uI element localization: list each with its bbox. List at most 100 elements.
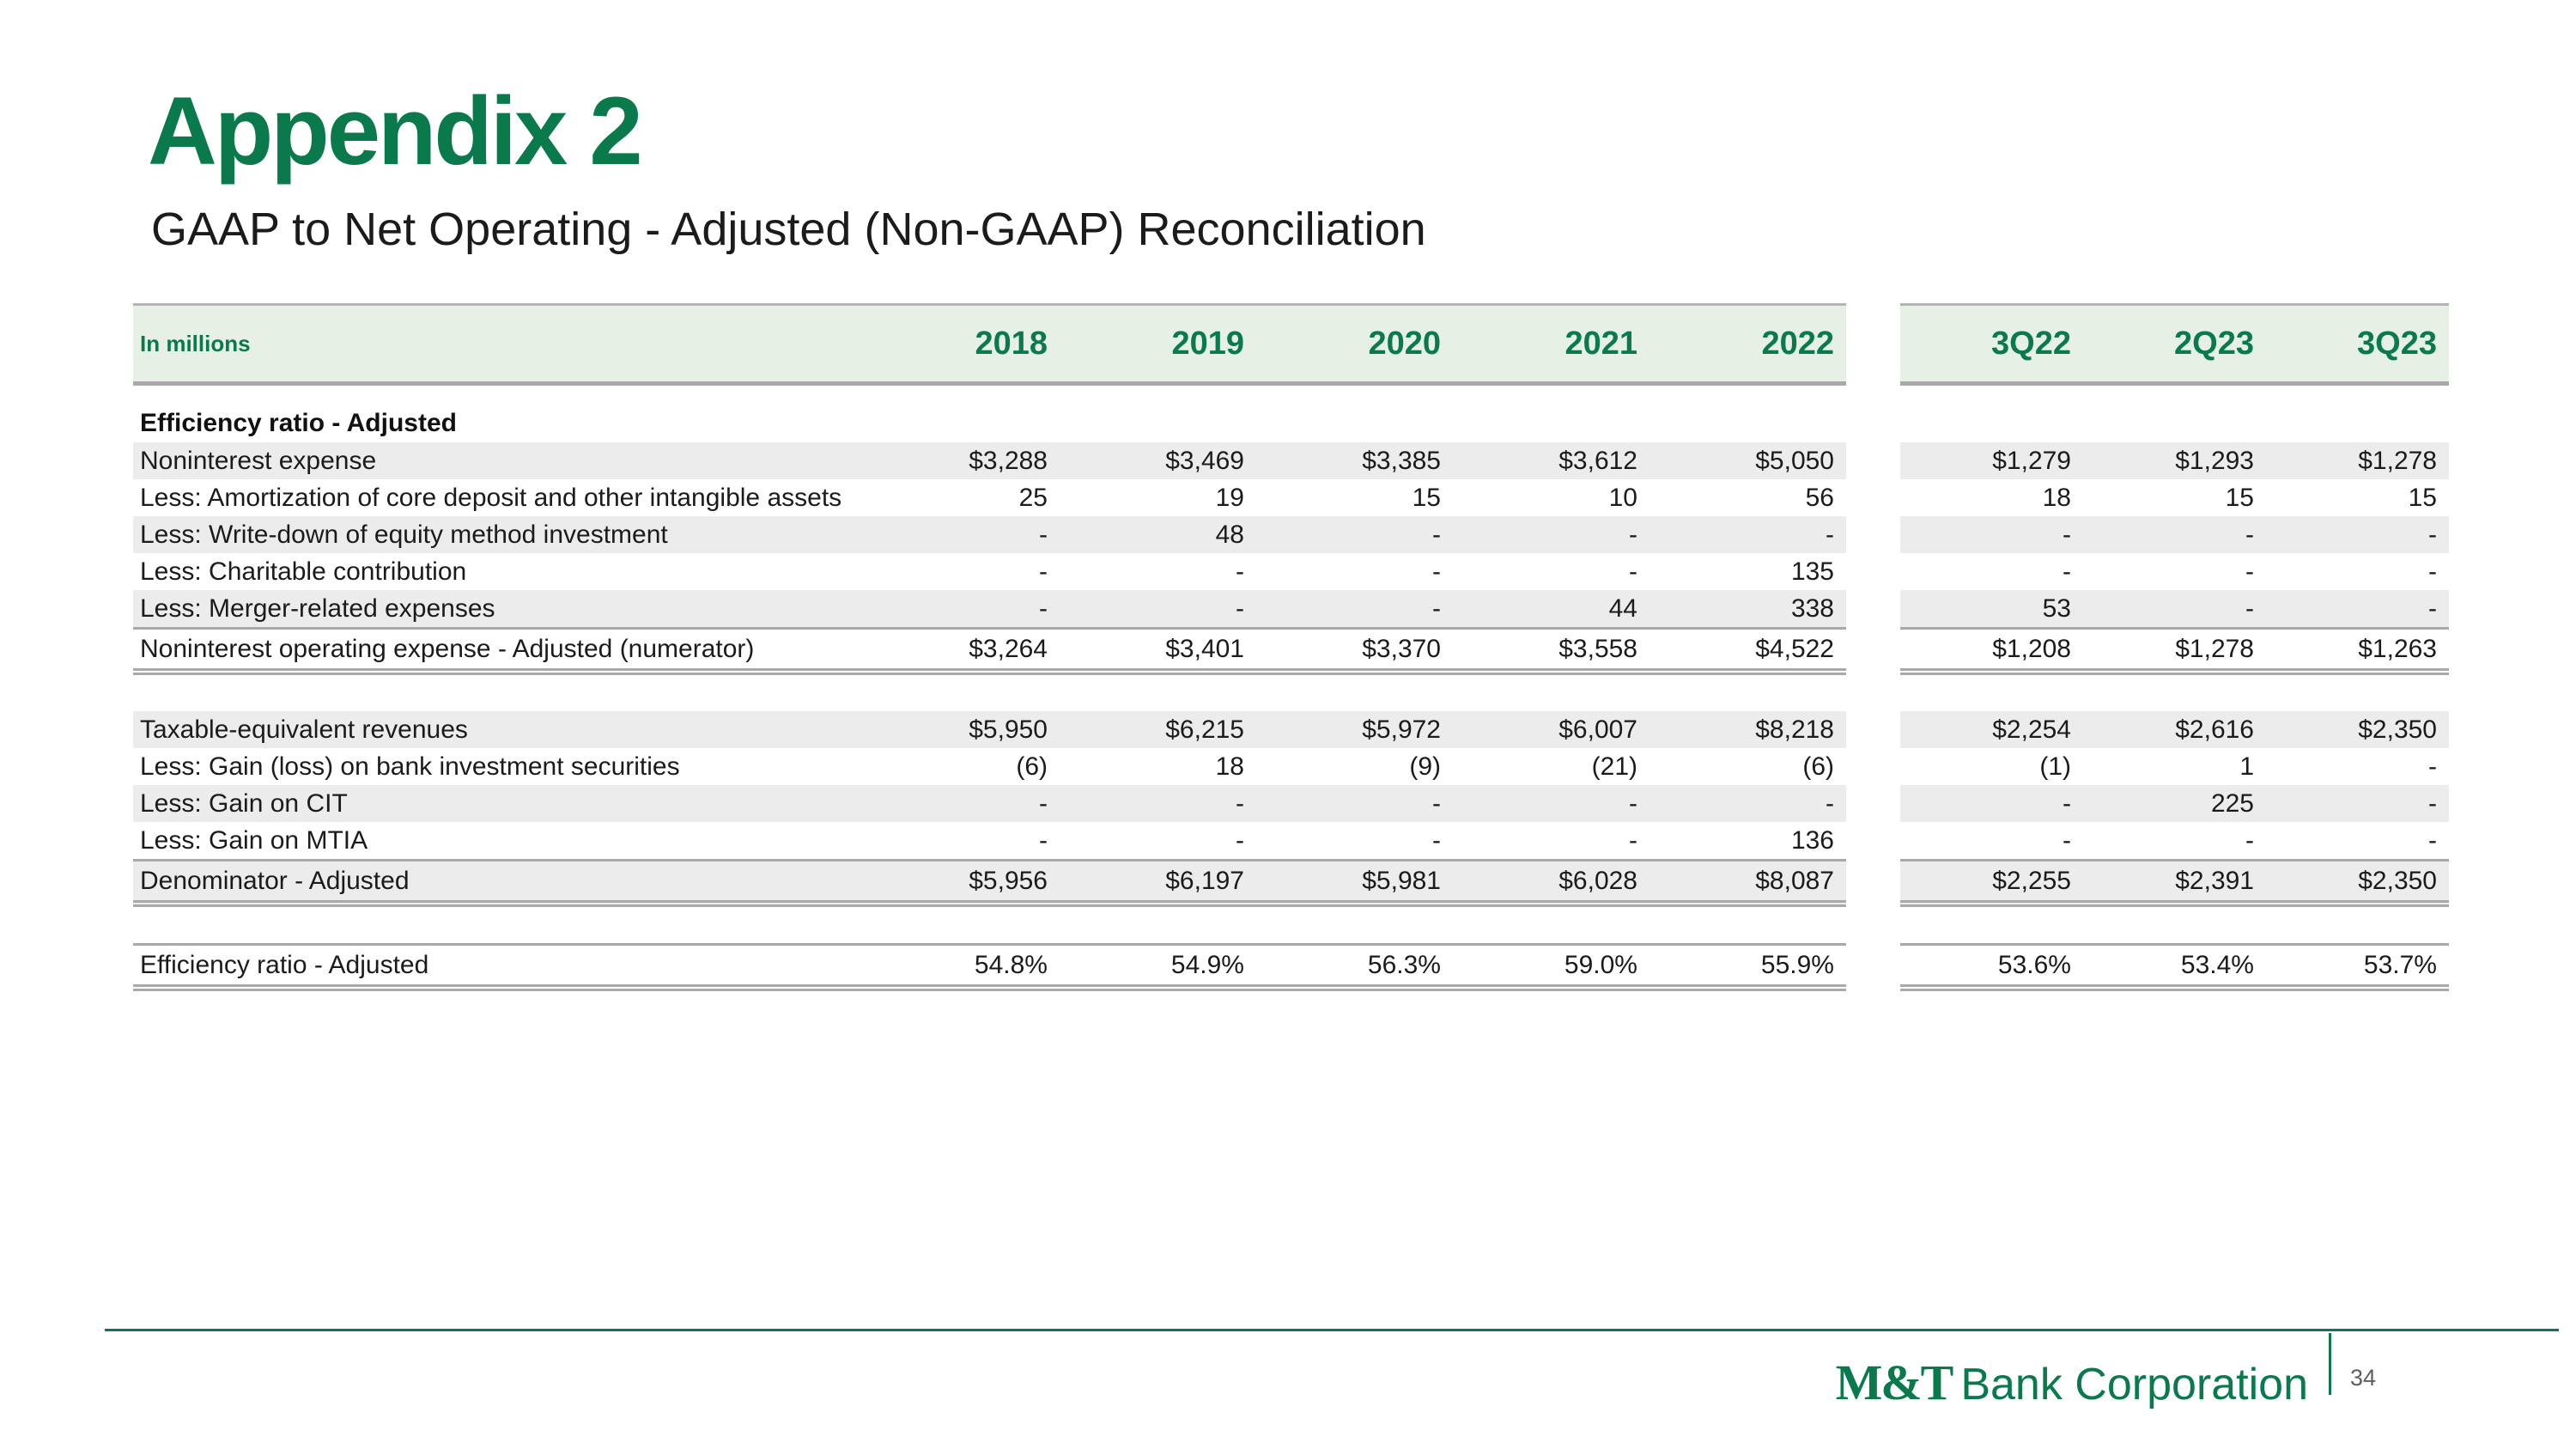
- value-cell: $1,293: [2175, 447, 2254, 475]
- value-cell: $5,972: [1362, 715, 1441, 744]
- row-right-segment: $1,208 $1,278 $1,263: [1900, 627, 2449, 675]
- value-cell: $1,263: [2358, 635, 2437, 663]
- table-row: Taxable-equivalent revenues $5,950 $6,215 $…: [133, 711, 2449, 748]
- value-cell: $3,401: [1165, 635, 1244, 663]
- value-cell: -: [1039, 557, 1048, 586]
- row-label: Less: Charitable contribution: [140, 557, 467, 586]
- row-left-segment: Less: Charitable contribution - - - - 135: [133, 553, 1846, 590]
- table-row: Less: Gain (loss) on bank investment sec…: [133, 748, 2449, 785]
- row-right-segment: 18 15 15: [1900, 479, 2449, 516]
- value-cell: -: [1629, 557, 1637, 586]
- value-cell: -: [1432, 521, 1441, 549]
- row-right-segment: ---: [1900, 822, 2449, 859]
- value-cell: $4,522: [1755, 635, 1834, 663]
- value-cell: $3,370: [1362, 635, 1441, 663]
- value-cell: 56: [1805, 484, 1834, 512]
- column-spacer: [1846, 627, 1900, 675]
- reconciliation-table: In millions 2018 2019 2020 2021 2022 3Q22 2Q2…: [133, 303, 2449, 991]
- value-cell: $6,197: [1165, 867, 1244, 895]
- value-cell: -: [1629, 521, 1637, 549]
- column-header: 2022: [1761, 326, 1834, 362]
- value-cell: -: [1236, 789, 1244, 818]
- row-label: Less: Amortization of core deposit and o…: [140, 484, 842, 512]
- value-cell: $2,391: [2175, 867, 2254, 895]
- value-cell: $5,950: [969, 715, 1048, 744]
- value-cell: (9): [1409, 752, 1441, 781]
- value-cell: $3,469: [1165, 447, 1244, 475]
- column-spacer: [1846, 479, 1900, 516]
- row-right-segment: [1900, 405, 2449, 442]
- value-cell: 54.8%: [974, 951, 1048, 979]
- value-cell: (6): [1016, 752, 1048, 781]
- header-gap: [133, 386, 2449, 405]
- column-spacer: [1846, 516, 1900, 553]
- row-label: Denominator - Adjusted: [140, 867, 410, 895]
- column-header: 2021: [1564, 326, 1637, 362]
- gap-row: [133, 907, 2449, 943]
- row-label: Less: Gain (loss) on bank investment sec…: [140, 752, 680, 781]
- table-row: Less: Charitable contribution - - - - 135 - - -: [133, 553, 2449, 590]
- table-row: Less: Write-down of equity method invest…: [133, 516, 2449, 553]
- logo-bank-corporation-text: Bank Corporation: [1960, 1360, 2308, 1409]
- column-header: 3Q23: [2357, 326, 2437, 362]
- column-header: 2018: [975, 326, 1048, 362]
- value-cell: $1,278: [2175, 635, 2254, 663]
- row-left-segment: Less: Gain on CIT - - - - -: [133, 785, 1846, 822]
- column-spacer: [1846, 943, 1900, 991]
- value-cell: -: [2245, 594, 2254, 623]
- logo-separator: [2329, 1333, 2331, 1395]
- row-label: Less: Merger-related expenses: [140, 594, 495, 623]
- value-cell: -: [1039, 594, 1048, 623]
- value-cell: 15: [2408, 484, 2437, 512]
- value-cell: -: [1236, 557, 1244, 586]
- row-left-segment: Less: Merger-related expenses - - - 44 338: [133, 590, 1846, 627]
- value-cell: $6,028: [1558, 867, 1637, 895]
- column-spacer: [1846, 859, 1900, 907]
- footer-divider: [105, 1329, 2559, 1331]
- header-left-segment: In millions 2018 2019 2020 2021 2022: [133, 303, 1846, 386]
- value-cell: 225: [2210, 789, 2254, 818]
- value-cell: 25: [1018, 484, 1048, 512]
- row-label: Taxable-equivalent revenues: [140, 715, 468, 744]
- value-cell: -: [2063, 826, 2071, 855]
- column-spacer: [1846, 711, 1900, 748]
- value-cell: 44: [1608, 594, 1637, 623]
- total-row: Denominator - Adjusted $5,956 $6,197 $5,981…: [133, 859, 2449, 907]
- value-cell: (6): [1802, 752, 1834, 781]
- value-cell: -: [2245, 826, 2254, 855]
- value-cell: 55.9%: [1760, 951, 1834, 979]
- value-cell: -: [1826, 789, 1834, 818]
- value-cell: -: [1432, 594, 1441, 623]
- value-cell: $6,215: [1165, 715, 1244, 744]
- value-cell: 54.9%: [1170, 951, 1244, 979]
- total-row: Efficiency ratio - Adjusted 54.8% 54.9% 56.…: [133, 943, 2449, 991]
- value-cell: $1,279: [1992, 447, 2071, 475]
- row-right-segment: ---: [1900, 516, 2449, 553]
- value-cell: 19: [1215, 484, 1244, 512]
- value-cell: -: [1629, 826, 1637, 855]
- value-cell: -: [1236, 826, 1244, 855]
- value-cell: -: [2428, 594, 2437, 623]
- header-right-segment: 3Q22 2Q23 3Q23: [1900, 303, 2449, 386]
- unit-label: In millions: [140, 331, 251, 356]
- value-cell: -: [1629, 789, 1637, 818]
- row-right-segment: ---: [1900, 553, 2449, 590]
- value-cell: (1): [2039, 752, 2071, 781]
- row-left-segment: Noninterest expense $3,288 $3,469 $3,385 $3,…: [133, 442, 1846, 479]
- value-cell: -: [2063, 521, 2071, 549]
- row-label: Noninterest operating expense - Adjusted…: [140, 635, 755, 663]
- column-spacer: [1846, 553, 1900, 590]
- value-cell: $3,558: [1558, 635, 1637, 663]
- value-cell: 53.4%: [2180, 951, 2254, 979]
- value-cell: 1: [2239, 752, 2254, 781]
- gap-row: [133, 675, 2449, 711]
- value-cell: -: [2428, 826, 2437, 855]
- value-cell: 135: [1790, 557, 1834, 586]
- value-cell: $3,612: [1558, 447, 1637, 475]
- value-cell: 18: [2042, 484, 2071, 512]
- value-cell: 59.0%: [1564, 951, 1637, 979]
- row-left-segment: Taxable-equivalent revenues $5,950 $6,215 $…: [133, 711, 1846, 748]
- value-cell: $8,087: [1755, 867, 1834, 895]
- row-left-segment: Less: Amortization of core deposit and o…: [133, 479, 1846, 516]
- row-right-segment: - 225 -: [1900, 785, 2449, 822]
